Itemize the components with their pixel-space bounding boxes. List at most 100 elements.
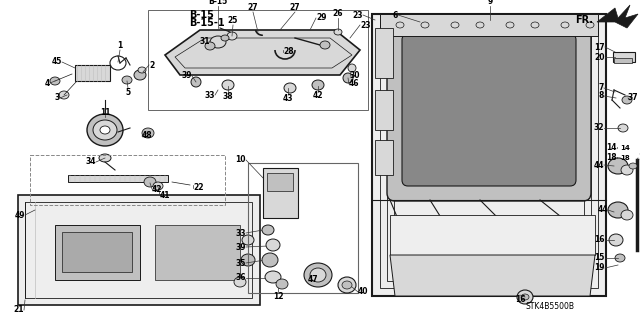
Ellipse shape: [476, 22, 484, 28]
Text: 19: 19: [595, 263, 605, 272]
Text: 13: 13: [638, 153, 640, 162]
Polygon shape: [165, 30, 360, 75]
Ellipse shape: [153, 182, 163, 190]
Ellipse shape: [609, 234, 623, 246]
Text: 35: 35: [236, 258, 246, 268]
Text: STK4B5500B: STK4B5500B: [526, 302, 575, 311]
Text: 42: 42: [152, 184, 163, 194]
Text: 38: 38: [223, 92, 234, 101]
Ellipse shape: [227, 32, 237, 40]
Text: 46: 46: [349, 79, 360, 88]
Text: 26: 26: [333, 9, 343, 18]
Ellipse shape: [266, 239, 280, 251]
Bar: [390, 215, 595, 255]
Ellipse shape: [586, 22, 594, 28]
Ellipse shape: [138, 67, 146, 73]
Text: 25: 25: [228, 16, 238, 25]
Text: 49: 49: [15, 211, 25, 219]
Text: 44: 44: [598, 205, 608, 214]
Polygon shape: [597, 5, 638, 28]
Ellipse shape: [451, 22, 459, 28]
Ellipse shape: [334, 29, 342, 35]
Text: 1: 1: [117, 41, 123, 50]
Ellipse shape: [615, 254, 625, 262]
Text: 22: 22: [193, 183, 204, 192]
Text: 40: 40: [358, 287, 369, 296]
Ellipse shape: [234, 277, 246, 287]
Bar: [68, 175, 168, 182]
Ellipse shape: [100, 126, 110, 134]
Ellipse shape: [310, 268, 326, 282]
Ellipse shape: [221, 35, 229, 41]
Ellipse shape: [312, 80, 324, 90]
Ellipse shape: [242, 235, 254, 245]
Ellipse shape: [122, 76, 132, 84]
Text: 27: 27: [248, 3, 259, 12]
Bar: [248, 163, 358, 293]
Bar: [155, 225, 240, 280]
Text: 33: 33: [236, 228, 246, 238]
Text: 7: 7: [598, 84, 604, 93]
Bar: [380, 14, 598, 36]
Bar: [614, 58, 632, 63]
Bar: [148, 10, 368, 110]
Ellipse shape: [608, 202, 628, 218]
Bar: [375, 140, 393, 175]
Bar: [55, 225, 140, 280]
Ellipse shape: [87, 114, 123, 146]
Text: 39: 39: [182, 71, 192, 80]
Text: 18: 18: [606, 152, 617, 161]
Text: 10: 10: [236, 155, 246, 165]
Ellipse shape: [517, 290, 533, 304]
Ellipse shape: [608, 158, 628, 174]
Ellipse shape: [205, 42, 215, 50]
Text: 18: 18: [620, 155, 630, 161]
Ellipse shape: [506, 22, 514, 28]
Polygon shape: [372, 14, 606, 296]
Text: 32: 32: [593, 123, 604, 132]
Text: 45: 45: [52, 57, 62, 66]
Text: 6: 6: [393, 11, 398, 19]
Ellipse shape: [304, 263, 332, 287]
Bar: [62, 232, 132, 272]
Ellipse shape: [144, 177, 156, 187]
Ellipse shape: [142, 128, 154, 138]
Ellipse shape: [50, 77, 60, 85]
Ellipse shape: [93, 120, 117, 140]
Text: 41: 41: [160, 190, 170, 199]
Text: 21: 21: [13, 306, 24, 315]
Ellipse shape: [618, 124, 628, 132]
Text: 47: 47: [308, 276, 319, 285]
Text: B-15: B-15: [189, 10, 214, 20]
Bar: [263, 168, 298, 218]
FancyBboxPatch shape: [387, 20, 591, 201]
Ellipse shape: [629, 163, 637, 169]
Ellipse shape: [621, 165, 633, 175]
Text: 31: 31: [200, 38, 210, 47]
Text: 33: 33: [205, 91, 215, 100]
Ellipse shape: [531, 22, 539, 28]
Text: 30: 30: [350, 70, 360, 79]
Ellipse shape: [276, 279, 288, 289]
Ellipse shape: [210, 36, 226, 48]
Ellipse shape: [348, 64, 356, 72]
Ellipse shape: [561, 22, 569, 28]
Bar: [375, 28, 393, 78]
Ellipse shape: [320, 41, 330, 49]
Text: 16: 16: [515, 295, 525, 304]
Bar: [30, 155, 225, 205]
Text: 16: 16: [595, 235, 605, 244]
Text: B-15-1: B-15-1: [189, 18, 225, 28]
Ellipse shape: [134, 70, 146, 80]
Ellipse shape: [262, 225, 274, 235]
Text: 9: 9: [488, 0, 493, 6]
Bar: [613, 52, 635, 62]
Ellipse shape: [343, 73, 353, 83]
Text: 34: 34: [86, 158, 96, 167]
Text: 17: 17: [595, 42, 605, 51]
Text: 39: 39: [236, 242, 246, 251]
Ellipse shape: [621, 210, 633, 220]
Polygon shape: [390, 255, 595, 296]
Text: 8: 8: [598, 92, 604, 100]
FancyBboxPatch shape: [402, 34, 576, 186]
